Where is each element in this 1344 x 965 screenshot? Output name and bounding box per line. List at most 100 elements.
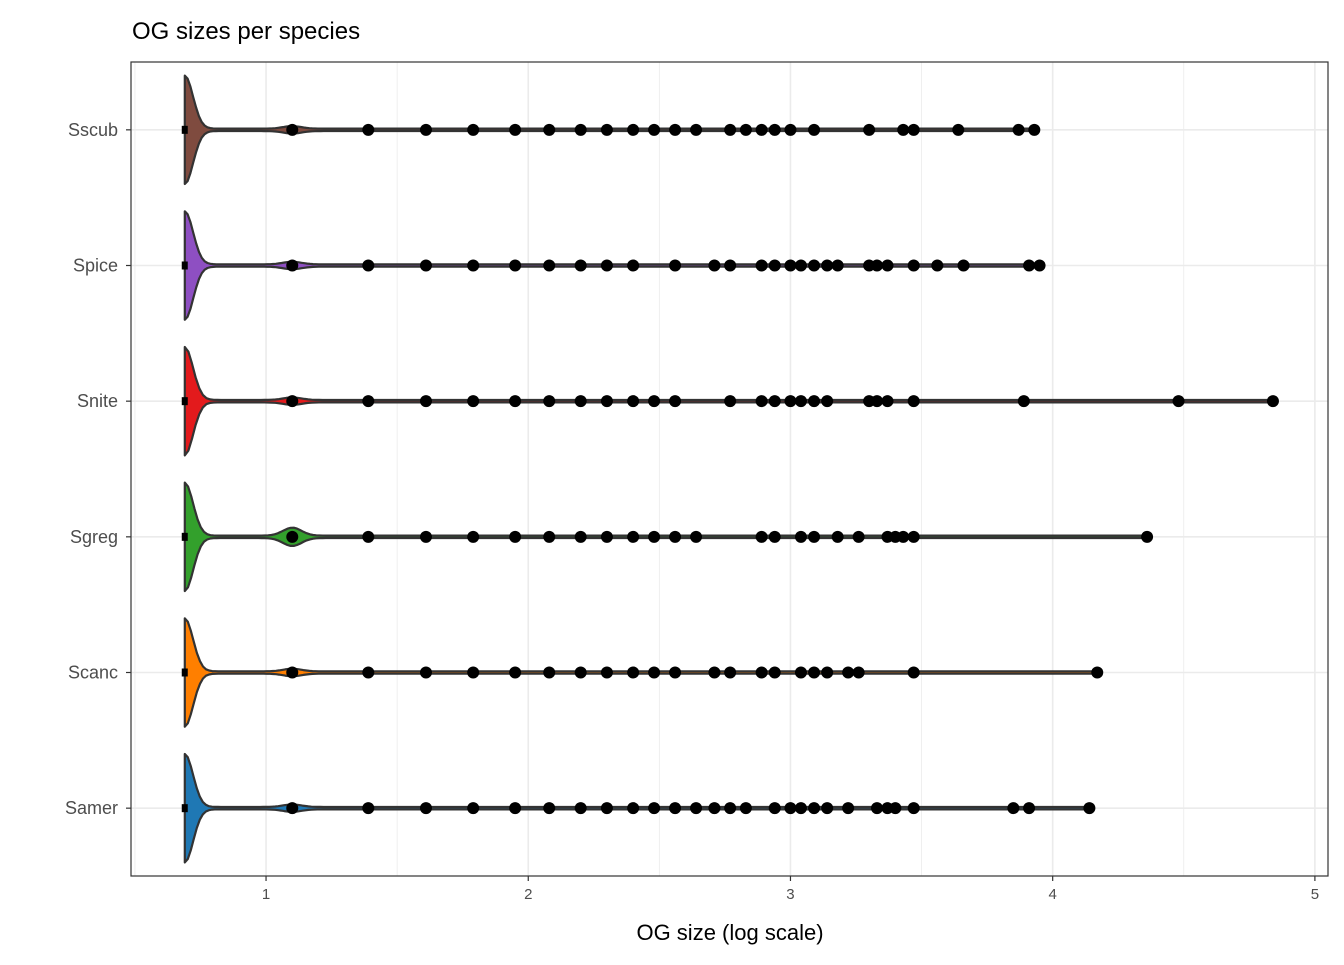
point-spice <box>957 259 970 272</box>
boxplot-snite <box>181 397 188 406</box>
point-scanc <box>627 666 640 679</box>
point-samer <box>467 802 480 815</box>
y-tick-label: Sgreg <box>70 527 118 547</box>
point-samer <box>708 802 721 815</box>
point-sgreg <box>362 530 375 543</box>
point-spice <box>467 259 480 272</box>
point-sscub <box>1012 123 1025 136</box>
boxplot-sscub <box>181 125 188 134</box>
point-snite <box>574 395 587 408</box>
point-sgreg <box>467 530 480 543</box>
point-sgreg <box>509 530 522 543</box>
point-samer <box>543 802 556 815</box>
point-spice <box>419 259 432 272</box>
point-spice <box>821 259 834 272</box>
point-sscub <box>724 123 737 136</box>
point-scanc <box>794 666 807 679</box>
point-samer <box>690 802 703 815</box>
point-spice <box>784 259 797 272</box>
point-scanc <box>755 666 768 679</box>
x-tick-label: 4 <box>1049 886 1057 903</box>
point-spice <box>755 259 768 272</box>
point-samer <box>794 802 807 815</box>
point-samer <box>574 802 587 815</box>
point-sgreg <box>419 530 432 543</box>
point-sscub <box>863 123 876 136</box>
point-sscub <box>690 123 703 136</box>
y-tick-label: Samer <box>65 798 118 818</box>
point-samer <box>419 802 432 815</box>
point-scanc <box>842 666 855 679</box>
point-scanc <box>362 666 375 679</box>
point-samer <box>784 802 797 815</box>
point-sscub <box>808 123 821 136</box>
point-snite <box>509 395 522 408</box>
y-tick-label: Spice <box>73 256 118 276</box>
y-axis: Sscub Spice Snite Sgreg Scanc Samer <box>65 120 131 818</box>
point-snite <box>870 395 883 408</box>
point-snite <box>648 395 661 408</box>
point-samer <box>286 802 299 815</box>
point-spice <box>831 259 844 272</box>
y-tick-label: Snite <box>77 391 118 411</box>
point-sscub <box>574 123 587 136</box>
point-sscub <box>509 123 522 136</box>
point-samer <box>648 802 661 815</box>
point-sscub <box>600 123 613 136</box>
point-sscub <box>627 123 640 136</box>
boxplot-spice <box>181 261 188 270</box>
point-scanc <box>286 666 299 679</box>
x-tick-label: 2 <box>524 886 532 903</box>
point-snite <box>1172 395 1185 408</box>
boxplot-sgreg <box>181 532 188 541</box>
point-snite <box>627 395 640 408</box>
point-snite <box>543 395 556 408</box>
point-scanc <box>419 666 432 679</box>
point-sgreg <box>907 530 920 543</box>
point-snite <box>907 395 920 408</box>
point-snite <box>768 395 781 408</box>
point-samer <box>889 802 902 815</box>
point-samer <box>907 802 920 815</box>
point-sgreg <box>808 530 821 543</box>
point-scanc <box>1091 666 1104 679</box>
x-tick-label: 5 <box>1311 886 1319 903</box>
point-spice <box>509 259 522 272</box>
point-sgreg <box>648 530 661 543</box>
point-sscub <box>543 123 556 136</box>
point-scanc <box>467 666 480 679</box>
point-spice <box>1023 259 1036 272</box>
point-spice <box>669 259 682 272</box>
point-samer <box>1083 802 1096 815</box>
point-samer <box>739 802 752 815</box>
point-spice <box>881 259 894 272</box>
x-axis-label: OG size (log scale) <box>636 920 823 945</box>
point-spice <box>574 259 587 272</box>
point-spice <box>768 259 781 272</box>
point-sgreg <box>627 530 640 543</box>
point-snite <box>600 395 613 408</box>
point-samer <box>842 802 855 815</box>
point-snite <box>669 395 682 408</box>
point-snite <box>794 395 807 408</box>
point-sgreg <box>831 530 844 543</box>
point-samer <box>870 802 883 815</box>
point-sscub <box>648 123 661 136</box>
point-spice <box>931 259 944 272</box>
point-sscub <box>669 123 682 136</box>
point-sscub <box>897 123 910 136</box>
point-samer <box>1023 802 1036 815</box>
point-samer <box>808 802 821 815</box>
point-scanc <box>669 666 682 679</box>
y-tick-label: Scanc <box>68 663 118 683</box>
point-sgreg <box>574 530 587 543</box>
point-sscub <box>286 123 299 136</box>
x-tick-label: 3 <box>786 886 794 903</box>
point-spice <box>724 259 737 272</box>
point-spice <box>808 259 821 272</box>
point-samer <box>821 802 834 815</box>
point-scanc <box>574 666 587 679</box>
point-sscub <box>768 123 781 136</box>
point-spice <box>1033 259 1046 272</box>
